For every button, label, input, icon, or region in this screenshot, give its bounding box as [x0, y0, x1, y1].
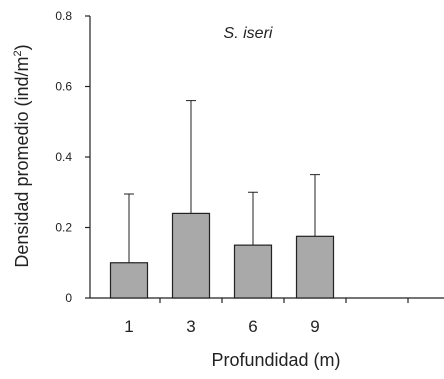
y-tick-label: 0 [65, 291, 72, 305]
x-axis-title: Profundidad (m) [211, 350, 340, 370]
bar-6 [233, 244, 273, 299]
x-tick-label: 9 [310, 317, 319, 336]
y-tick-label: 0.4 [55, 150, 72, 164]
x-ticks: 1 3 6 9 [124, 298, 409, 336]
y-axis-title-superscript: 2 [12, 50, 24, 56]
bar-1 [109, 262, 149, 299]
x-tick-label: 6 [248, 317, 257, 336]
bar-9 [295, 235, 335, 299]
y-tick-label: 0.8 [55, 9, 72, 23]
chart-title: S. iseri [224, 25, 273, 42]
error-bars [124, 100, 320, 263]
y-axis-title-prefix: Densidad promedio (ind/m [12, 57, 32, 268]
y-axis-title: Densidad promedio (ind/m2) [12, 44, 32, 267]
y-axis-title-suffix: ) [12, 44, 32, 50]
y-tick-label: 0.2 [55, 221, 72, 235]
bar-3 [171, 212, 211, 299]
x-tick-label: 1 [124, 317, 133, 336]
x-tick-label: 3 [186, 317, 195, 336]
bars [109, 212, 335, 299]
y-tick-label: 0.6 [55, 80, 72, 94]
y-ticks: 0 0.2 0.4 0.6 0.8 [55, 9, 90, 305]
